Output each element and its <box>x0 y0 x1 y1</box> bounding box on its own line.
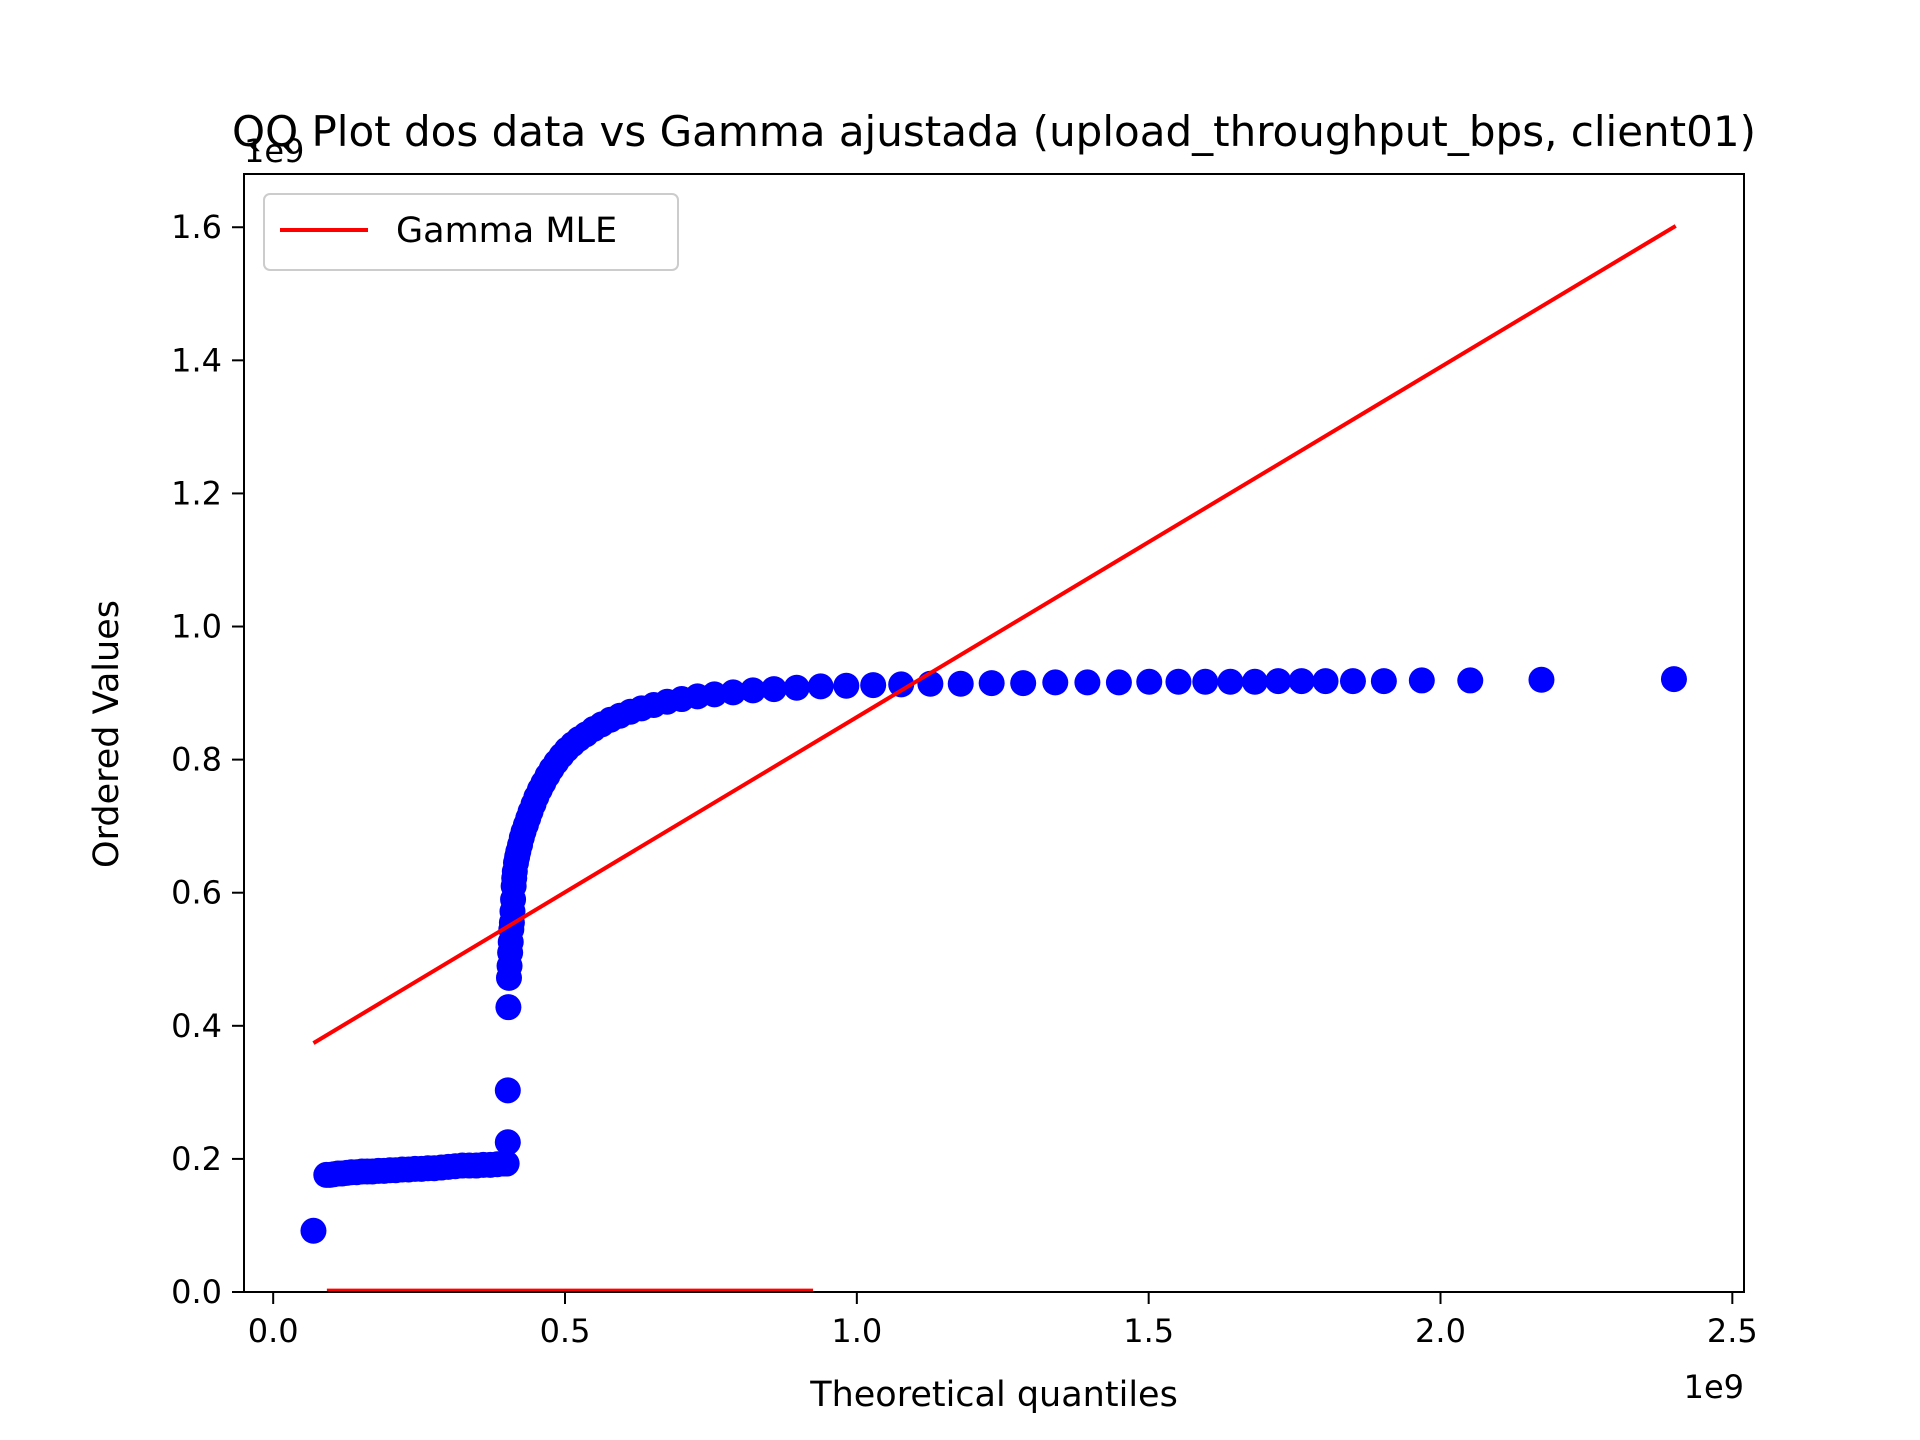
chart-title: QQ Plot dos data vs Gamma ajustada (uplo… <box>232 107 1756 156</box>
y-axis-offset-text: 1e9 <box>244 132 304 170</box>
y-tick-label: 1.4 <box>171 341 222 379</box>
qq-point-79 <box>720 679 747 706</box>
qq-point-82 <box>783 674 810 701</box>
qq-point-35 <box>495 994 522 1021</box>
y-tick-label: 1.0 <box>171 608 222 646</box>
legend: Gamma MLE <box>263 193 679 271</box>
qq-point-89 <box>978 670 1005 697</box>
qq-point-94 <box>1136 668 1163 695</box>
qq-point-85 <box>860 672 887 699</box>
y-tick-label: 0.8 <box>171 741 222 779</box>
qq-point-81 <box>760 676 787 703</box>
qq-point-84 <box>833 672 860 699</box>
x-tick-label: 1.0 <box>831 1312 882 1350</box>
qq-point-95 <box>1165 668 1192 695</box>
x-tick-label: 2.0 <box>1415 1312 1466 1350</box>
qq-point-33 <box>494 1129 521 1156</box>
x-axis-label: Theoretical quantiles <box>809 1375 1178 1415</box>
y-tick-label: 1.2 <box>171 474 222 512</box>
y-axis: 0.0 0.2 0.4 0.6 0.8 1.0 1.2 1.4 1.6 <box>171 208 244 1311</box>
plot-clip-group <box>300 224 1687 1293</box>
qq-point-93 <box>1105 669 1132 696</box>
qq-point-99 <box>1265 668 1292 695</box>
qq-point-92 <box>1074 669 1101 696</box>
qq-point-101 <box>1312 668 1339 695</box>
x-axis-offset-text: 1e9 <box>1684 1368 1744 1406</box>
qq-point-86 <box>888 671 915 698</box>
qq-point-103 <box>1370 668 1397 695</box>
qq-point-106 <box>1528 666 1555 693</box>
plot-frame <box>243 173 1745 1293</box>
x-tick-label: 1.5 <box>1123 1312 1174 1350</box>
qq-point-102 <box>1339 668 1366 695</box>
qq-point-90 <box>1010 670 1037 697</box>
x-tick-label: 2.5 <box>1707 1312 1758 1350</box>
y-tick-label: 0.2 <box>171 1140 222 1178</box>
qq-point-96 <box>1192 668 1219 695</box>
y-tick-label: 0.4 <box>171 1007 222 1045</box>
qq-point-80 <box>739 677 766 704</box>
chart-marks <box>300 224 1687 1293</box>
y-axis-label: Ordered Values <box>87 600 127 868</box>
x-axis: 0.0 0.5 1.0 1.5 2.0 2.5 <box>248 1292 1758 1350</box>
qq-point-104 <box>1408 667 1435 694</box>
qq-point-34 <box>494 1077 521 1104</box>
qq-point-107 <box>1660 666 1687 693</box>
qq-point-98 <box>1241 668 1268 695</box>
x-tick-label: 0.5 <box>540 1312 591 1350</box>
qq-point-100 <box>1288 668 1315 695</box>
qq-point-97 <box>1217 668 1244 695</box>
qq-point-88 <box>947 670 974 697</box>
x-tick-label: 0.0 <box>248 1312 299 1350</box>
qq-point-83 <box>807 673 834 700</box>
qq-point-91 <box>1042 669 1069 696</box>
legend-label-gamma-mle: Gamma MLE <box>396 211 617 251</box>
qq-point-105 <box>1457 667 1484 694</box>
legend-box <box>263 193 679 271</box>
qq-point-0 <box>300 1217 327 1244</box>
gamma-mle-fit-line <box>312 224 1677 1045</box>
qq-point-32 <box>493 1150 520 1177</box>
y-tick-label: 1.6 <box>171 208 222 246</box>
y-tick-label: 0.6 <box>171 874 222 912</box>
y-tick-label: 0.0 <box>171 1273 222 1311</box>
